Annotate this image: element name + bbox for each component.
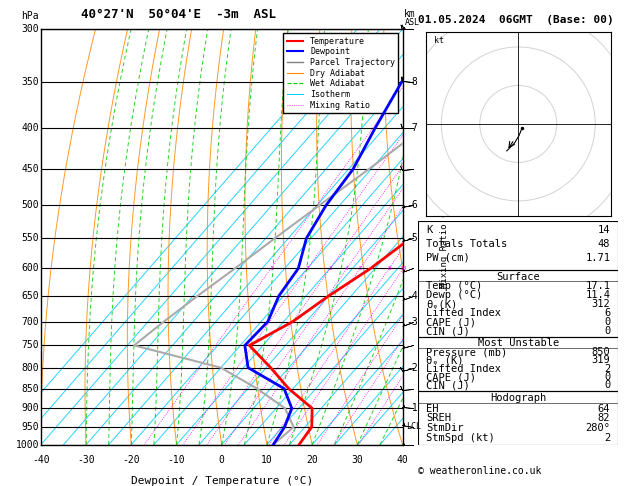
Text: 10: 10 bbox=[399, 266, 407, 271]
Text: 20: 20 bbox=[306, 455, 318, 465]
Text: 950: 950 bbox=[21, 422, 39, 432]
Text: 2: 2 bbox=[604, 364, 610, 374]
Text: Dewpoint / Temperature (°C): Dewpoint / Temperature (°C) bbox=[131, 476, 313, 486]
Bar bbox=[418, 391, 618, 445]
Text: 40: 40 bbox=[397, 455, 408, 465]
Text: Mixing Ratio (g/kg): Mixing Ratio (g/kg) bbox=[440, 186, 448, 288]
Text: LCL: LCL bbox=[406, 422, 421, 432]
Text: Totals Totals: Totals Totals bbox=[426, 239, 508, 249]
Text: hPa: hPa bbox=[21, 11, 38, 21]
Text: 1000: 1000 bbox=[16, 440, 39, 450]
Text: -20: -20 bbox=[123, 455, 140, 465]
Text: Dewp (°C): Dewp (°C) bbox=[426, 290, 482, 300]
Text: -6: -6 bbox=[406, 200, 418, 210]
Text: ASL: ASL bbox=[404, 18, 420, 27]
Text: 5: 5 bbox=[359, 266, 362, 271]
Text: θₑ (K): θₑ (K) bbox=[426, 355, 464, 365]
Text: -3: -3 bbox=[406, 316, 418, 327]
Text: 600: 600 bbox=[21, 263, 39, 274]
Text: 550: 550 bbox=[21, 233, 39, 243]
Text: 312: 312 bbox=[591, 299, 610, 309]
Text: 300: 300 bbox=[21, 24, 39, 34]
Text: CIN (J): CIN (J) bbox=[426, 326, 470, 336]
Text: 14: 14 bbox=[598, 225, 610, 235]
Bar bbox=[418, 270, 618, 337]
Text: -1: -1 bbox=[406, 403, 418, 413]
Text: 64: 64 bbox=[598, 403, 610, 414]
Text: StmDir: StmDir bbox=[426, 423, 464, 433]
Text: 2: 2 bbox=[604, 433, 610, 443]
Text: 900: 900 bbox=[21, 403, 39, 413]
Text: CAPE (J): CAPE (J) bbox=[426, 372, 476, 382]
Text: 6: 6 bbox=[604, 308, 610, 318]
Text: 0: 0 bbox=[604, 326, 610, 336]
Text: -7: -7 bbox=[406, 123, 418, 134]
Text: 82: 82 bbox=[598, 414, 610, 423]
Text: 0: 0 bbox=[604, 317, 610, 327]
Text: 10: 10 bbox=[261, 455, 273, 465]
Text: 1: 1 bbox=[269, 266, 273, 271]
Text: CIN (J): CIN (J) bbox=[426, 380, 470, 390]
Text: 700: 700 bbox=[21, 316, 39, 327]
Text: 800: 800 bbox=[21, 363, 39, 373]
Text: 30: 30 bbox=[352, 455, 363, 465]
Text: 280°: 280° bbox=[586, 423, 610, 433]
Text: Hodograph: Hodograph bbox=[490, 393, 547, 403]
Text: -5: -5 bbox=[406, 233, 418, 243]
Text: 0: 0 bbox=[604, 380, 610, 390]
Text: Temp (°C): Temp (°C) bbox=[426, 281, 482, 292]
Text: 750: 750 bbox=[21, 340, 39, 350]
Text: 17.1: 17.1 bbox=[586, 281, 610, 292]
Text: StmSpd (kt): StmSpd (kt) bbox=[426, 433, 495, 443]
Text: 0: 0 bbox=[604, 372, 610, 382]
Text: CAPE (J): CAPE (J) bbox=[426, 317, 476, 327]
Text: Surface: Surface bbox=[496, 272, 540, 281]
Text: 3: 3 bbox=[328, 266, 332, 271]
Text: 2: 2 bbox=[306, 266, 309, 271]
Text: -10: -10 bbox=[168, 455, 186, 465]
Text: EH: EH bbox=[426, 403, 439, 414]
Bar bbox=[418, 221, 618, 270]
Text: 11.4: 11.4 bbox=[586, 290, 610, 300]
Text: Pressure (mb): Pressure (mb) bbox=[426, 347, 508, 357]
Text: 01.05.2024  06GMT  (Base: 00): 01.05.2024 06GMT (Base: 00) bbox=[418, 15, 614, 25]
Text: 48: 48 bbox=[598, 239, 610, 249]
Text: 319: 319 bbox=[591, 355, 610, 365]
Text: -2: -2 bbox=[406, 363, 418, 373]
Text: -30: -30 bbox=[77, 455, 95, 465]
Text: 650: 650 bbox=[21, 291, 39, 301]
Text: © weatheronline.co.uk: © weatheronline.co.uk bbox=[418, 466, 542, 476]
Text: 8: 8 bbox=[387, 266, 391, 271]
Text: Most Unstable: Most Unstable bbox=[477, 338, 559, 348]
Bar bbox=[418, 337, 618, 391]
Text: 450: 450 bbox=[21, 164, 39, 174]
Text: K: K bbox=[426, 225, 433, 235]
Text: PW (cm): PW (cm) bbox=[426, 253, 470, 262]
Text: 0: 0 bbox=[219, 455, 225, 465]
Text: 350: 350 bbox=[21, 77, 39, 87]
Text: kt: kt bbox=[433, 36, 443, 45]
Text: Lifted Index: Lifted Index bbox=[426, 308, 501, 318]
Text: SREH: SREH bbox=[426, 414, 451, 423]
Text: 850: 850 bbox=[591, 347, 610, 357]
Legend: Temperature, Dewpoint, Parcel Trajectory, Dry Adiabat, Wet Adiabat, Isotherm, Mi: Temperature, Dewpoint, Parcel Trajectory… bbox=[284, 34, 398, 113]
Text: θₑ(K): θₑ(K) bbox=[426, 299, 457, 309]
Text: Lifted Index: Lifted Index bbox=[426, 364, 501, 374]
Text: -40: -40 bbox=[32, 455, 50, 465]
Text: 400: 400 bbox=[21, 123, 39, 134]
Text: 1.71: 1.71 bbox=[586, 253, 610, 262]
Text: 850: 850 bbox=[21, 383, 39, 394]
Text: 40°27'N  50°04'E  -3m  ASL: 40°27'N 50°04'E -3m ASL bbox=[81, 8, 276, 21]
Text: -4: -4 bbox=[406, 291, 418, 301]
Text: 4: 4 bbox=[345, 266, 348, 271]
Text: km: km bbox=[404, 9, 416, 19]
Text: -8: -8 bbox=[406, 77, 418, 87]
Text: 500: 500 bbox=[21, 200, 39, 210]
